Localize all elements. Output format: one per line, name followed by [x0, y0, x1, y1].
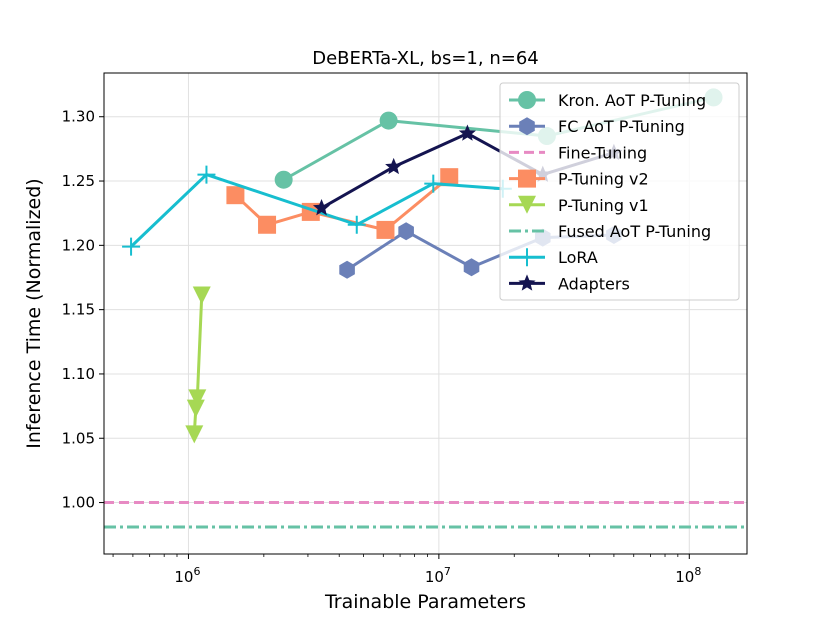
x-tick-exponent: 7 — [444, 565, 451, 578]
data-point — [312, 199, 331, 216]
data-point — [226, 186, 245, 205]
x-tick-base: 10 — [425, 568, 444, 586]
legend-label: Kron. AoT P-Tuning — [558, 91, 706, 110]
legend-swatch-marker — [518, 274, 536, 291]
x-tick-label: 108 — [675, 565, 701, 586]
series-layer — [104, 88, 747, 529]
data-point — [339, 260, 355, 279]
data-point — [440, 168, 459, 187]
legend-swatch-marker — [518, 91, 536, 109]
data-point — [347, 215, 366, 234]
y-tick-label: 1.15 — [62, 301, 95, 319]
legend-item: LoRA — [509, 248, 598, 267]
y-tick-label: 1.10 — [62, 365, 95, 383]
legend-item: Adapters — [509, 274, 630, 293]
legend-label: Fine-Tuning — [558, 143, 647, 162]
series-6 — [122, 165, 512, 256]
legend-item: Fused AoT P-Tuning — [509, 222, 711, 241]
series-4 — [185, 286, 211, 444]
x-tick-exponent: 6 — [193, 565, 200, 578]
data-point — [122, 237, 141, 256]
chart-title: DeBERTa-XL, bs=1, n=64 — [312, 48, 538, 69]
data-point — [186, 399, 205, 418]
legend-swatch-marker — [518, 248, 536, 267]
data-point — [192, 286, 211, 305]
legend-swatch-marker — [518, 169, 536, 188]
legend-item: P-Tuning v1 — [509, 195, 649, 215]
data-point — [376, 220, 395, 239]
y-axis-label: Inference Time (Normalized) — [23, 178, 45, 448]
legend-label: Adapters — [558, 274, 630, 293]
series-line — [130, 173, 503, 248]
legend: Kron. AoT P-Tuning FC AoT P-Tuning Fine-Tu… — [499, 82, 740, 301]
series-3 — [226, 168, 459, 239]
data-point — [258, 215, 277, 234]
legend-item: P-Tuning v2 — [509, 169, 649, 189]
legend-item: Fine-Tuning — [509, 143, 647, 162]
x-tick-base: 10 — [174, 568, 193, 586]
data-point — [424, 174, 443, 193]
x-tick-label: 107 — [425, 565, 451, 586]
data-point — [197, 165, 216, 184]
legend-label: FC AoT P-Tuning — [558, 117, 685, 136]
legend-item: Kron. AoT P-Tuning — [509, 91, 706, 110]
data-point — [385, 157, 403, 175]
x-axis-label: Trainable Parameters — [324, 591, 526, 613]
legend-label: P-Tuning v2 — [558, 170, 649, 189]
legend-label: P-Tuning v1 — [558, 196, 649, 215]
y-tick-label: 1.25 — [62, 172, 95, 190]
data-point — [458, 124, 476, 141]
plot-frame — [103, 72, 748, 555]
legend-label: LoRA — [558, 248, 598, 267]
y-tick-label: 1.05 — [62, 429, 95, 447]
data-point — [274, 170, 293, 189]
legend-swatch-marker — [518, 195, 536, 214]
data-point — [379, 111, 398, 130]
x-tick-label: 106 — [174, 565, 200, 586]
grid-layer — [104, 73, 747, 554]
legend-label: Fused AoT P-Tuning — [558, 222, 711, 241]
x-tick-base: 10 — [675, 568, 694, 586]
data-point — [398, 222, 414, 241]
x-tick-exponent: 8 — [694, 565, 701, 578]
data-point — [185, 425, 204, 444]
y-tick-label: 1.00 — [62, 494, 95, 512]
data-point — [463, 258, 480, 277]
legend-box — [499, 82, 740, 301]
y-tick-label: 1.30 — [62, 108, 95, 126]
y-tick-label: 1.20 — [62, 236, 95, 254]
legend-swatch-marker — [519, 117, 535, 136]
legend-item: FC AoT P-Tuning — [509, 117, 685, 136]
data-point — [188, 389, 207, 408]
